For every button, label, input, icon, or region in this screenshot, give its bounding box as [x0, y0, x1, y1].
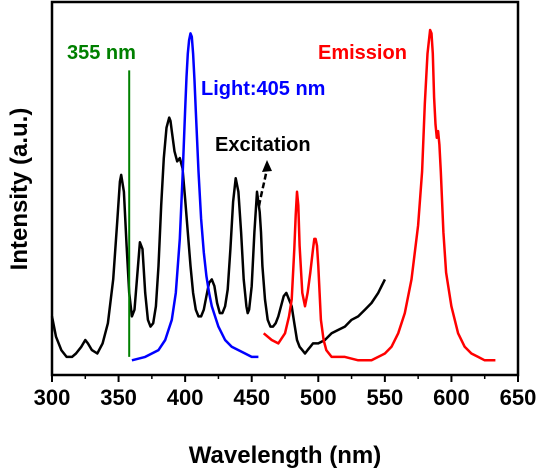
annotation-emission: Emission [318, 42, 407, 64]
y-axis-title: Intensity (a.u.) [6, 108, 33, 271]
annotation-light-405nm: Light:405 nm [201, 78, 325, 100]
tick-layer: 300 350 400 450 500 550 600 650 [34, 375, 537, 410]
x-tick-label: 650 [500, 385, 537, 410]
series-layer [50, 28, 496, 362]
x-tick-label: 550 [366, 385, 403, 410]
x-tick-label: 600 [433, 385, 470, 410]
x-tick-label: 450 [233, 385, 270, 410]
x-tick-label: 500 [300, 385, 337, 410]
x-tick-label: 350 [100, 385, 137, 410]
x-tick-label: 400 [167, 385, 204, 410]
x-tick-label: 300 [34, 385, 71, 410]
excitation-arrow-head [262, 160, 272, 172]
x-axis-title: Wavelength (nm) [189, 442, 381, 469]
annotation-excitation: Excitation [215, 134, 311, 156]
annotation-355nm: 355 nm [67, 42, 136, 64]
light-405-line [131, 32, 259, 362]
excitation-arrow [257, 167, 269, 207]
emission-line [262, 28, 496, 362]
excitation-line [50, 116, 387, 359]
